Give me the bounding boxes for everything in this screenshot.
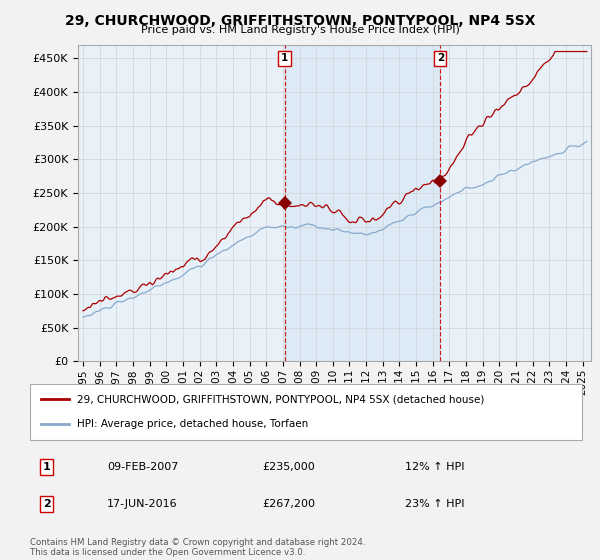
Text: 1: 1	[43, 462, 50, 472]
FancyBboxPatch shape	[30, 384, 582, 440]
Text: £267,200: £267,200	[262, 499, 315, 509]
Text: HPI: Average price, detached house, Torfaen: HPI: Average price, detached house, Torf…	[77, 419, 308, 429]
Text: 29, CHURCHWOOD, GRIFFITHSTOWN, PONTYPOOL, NP4 5SX: 29, CHURCHWOOD, GRIFFITHSTOWN, PONTYPOOL…	[65, 14, 535, 28]
Text: Contains HM Land Registry data © Crown copyright and database right 2024.
This d: Contains HM Land Registry data © Crown c…	[30, 538, 365, 557]
Text: Price paid vs. HM Land Registry's House Price Index (HPI): Price paid vs. HM Land Registry's House …	[140, 25, 460, 35]
Text: £235,000: £235,000	[262, 462, 314, 472]
Text: 1: 1	[281, 53, 288, 63]
Text: 17-JUN-2016: 17-JUN-2016	[107, 499, 178, 509]
Text: 23% ↑ HPI: 23% ↑ HPI	[406, 499, 465, 509]
Text: 2: 2	[437, 53, 444, 63]
Text: 09-FEB-2007: 09-FEB-2007	[107, 462, 179, 472]
Text: 2: 2	[43, 499, 50, 509]
Text: 29, CHURCHWOOD, GRIFFITHSTOWN, PONTYPOOL, NP4 5SX (detached house): 29, CHURCHWOOD, GRIFFITHSTOWN, PONTYPOOL…	[77, 394, 484, 404]
Text: 12% ↑ HPI: 12% ↑ HPI	[406, 462, 465, 472]
Bar	[284, 45, 440, 361]
